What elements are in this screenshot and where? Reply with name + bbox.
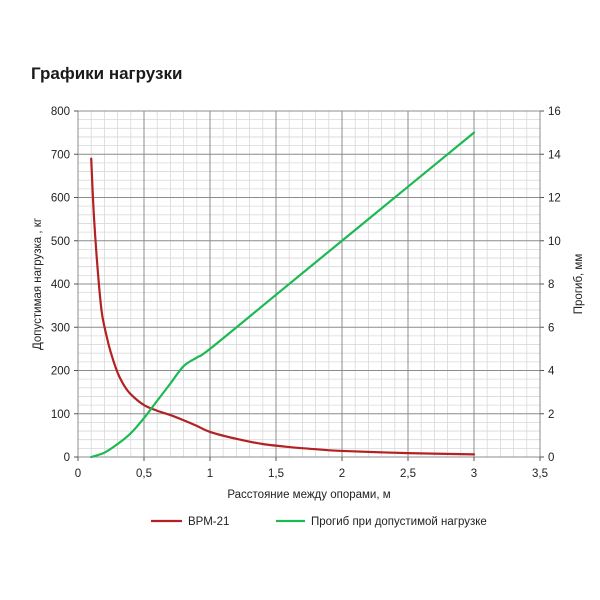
series-line-vrm21 xyxy=(90,157,476,456)
y2-tick-label: 0 xyxy=(548,452,554,464)
x-tick-label: 3 xyxy=(471,468,477,480)
y2-tick-label: 4 xyxy=(548,366,555,378)
y-axis-right-title: Прогиб, мм xyxy=(573,254,585,315)
chart-title: Графики нагрузки xyxy=(31,64,183,83)
x-tick-label: 2 xyxy=(339,468,345,480)
y-axis-left-title: Допустимая нагрузка , кг xyxy=(32,218,44,350)
y-tick-label: 600 xyxy=(51,193,70,205)
x-axis-title: Расстояние между опорами, м xyxy=(227,489,390,501)
y2-tick-label: 8 xyxy=(548,279,554,291)
x-tick-label: 3,5 xyxy=(532,468,548,480)
y-tick-label: 800 xyxy=(51,106,70,118)
x-tick-label: 0,5 xyxy=(136,468,152,480)
legend-label-vrm21: ВРМ-21 xyxy=(188,516,229,528)
y-tick-label: 0 xyxy=(64,452,70,464)
legend: ВРМ-21 Прогиб при допустимой нагрузке xyxy=(151,516,487,528)
y2-tick-label: 2 xyxy=(548,409,554,421)
y-tick-label: 500 xyxy=(51,236,70,248)
x-tick-label: 1 xyxy=(207,468,213,480)
y-tick-label: 400 xyxy=(51,279,70,291)
x-tick-label: 1,5 xyxy=(268,468,284,480)
y2-tick-label: 12 xyxy=(548,193,561,205)
y-tick-label: 200 xyxy=(51,366,70,378)
series-line-deflection xyxy=(90,131,476,459)
y-tick-label: 300 xyxy=(51,322,70,334)
y2-tick-label: 6 xyxy=(548,322,554,334)
x-tick-label: 0 xyxy=(75,468,81,480)
x-axis-ticks: 0 0,5 1 1,5 2 2,5 3 3,5 xyxy=(75,457,548,480)
y2-tick-label: 10 xyxy=(548,236,561,248)
y-axis-left-ticks: 0 100 200 300 400 500 600 700 800 xyxy=(51,106,78,464)
y-tick-label: 100 xyxy=(51,409,70,421)
major-grid xyxy=(77,110,541,458)
y-tick-label: 700 xyxy=(51,149,70,161)
y2-tick-label: 14 xyxy=(548,149,561,161)
y2-tick-label: 16 xyxy=(548,106,561,118)
x-tick-label: 2,5 xyxy=(400,468,416,480)
y-axis-right-ticks: 0 2 4 6 8 10 12 14 16 xyxy=(540,106,561,464)
legend-label-deflection: Прогиб при допустимой нагрузке xyxy=(311,516,487,528)
series-lines xyxy=(90,131,476,459)
